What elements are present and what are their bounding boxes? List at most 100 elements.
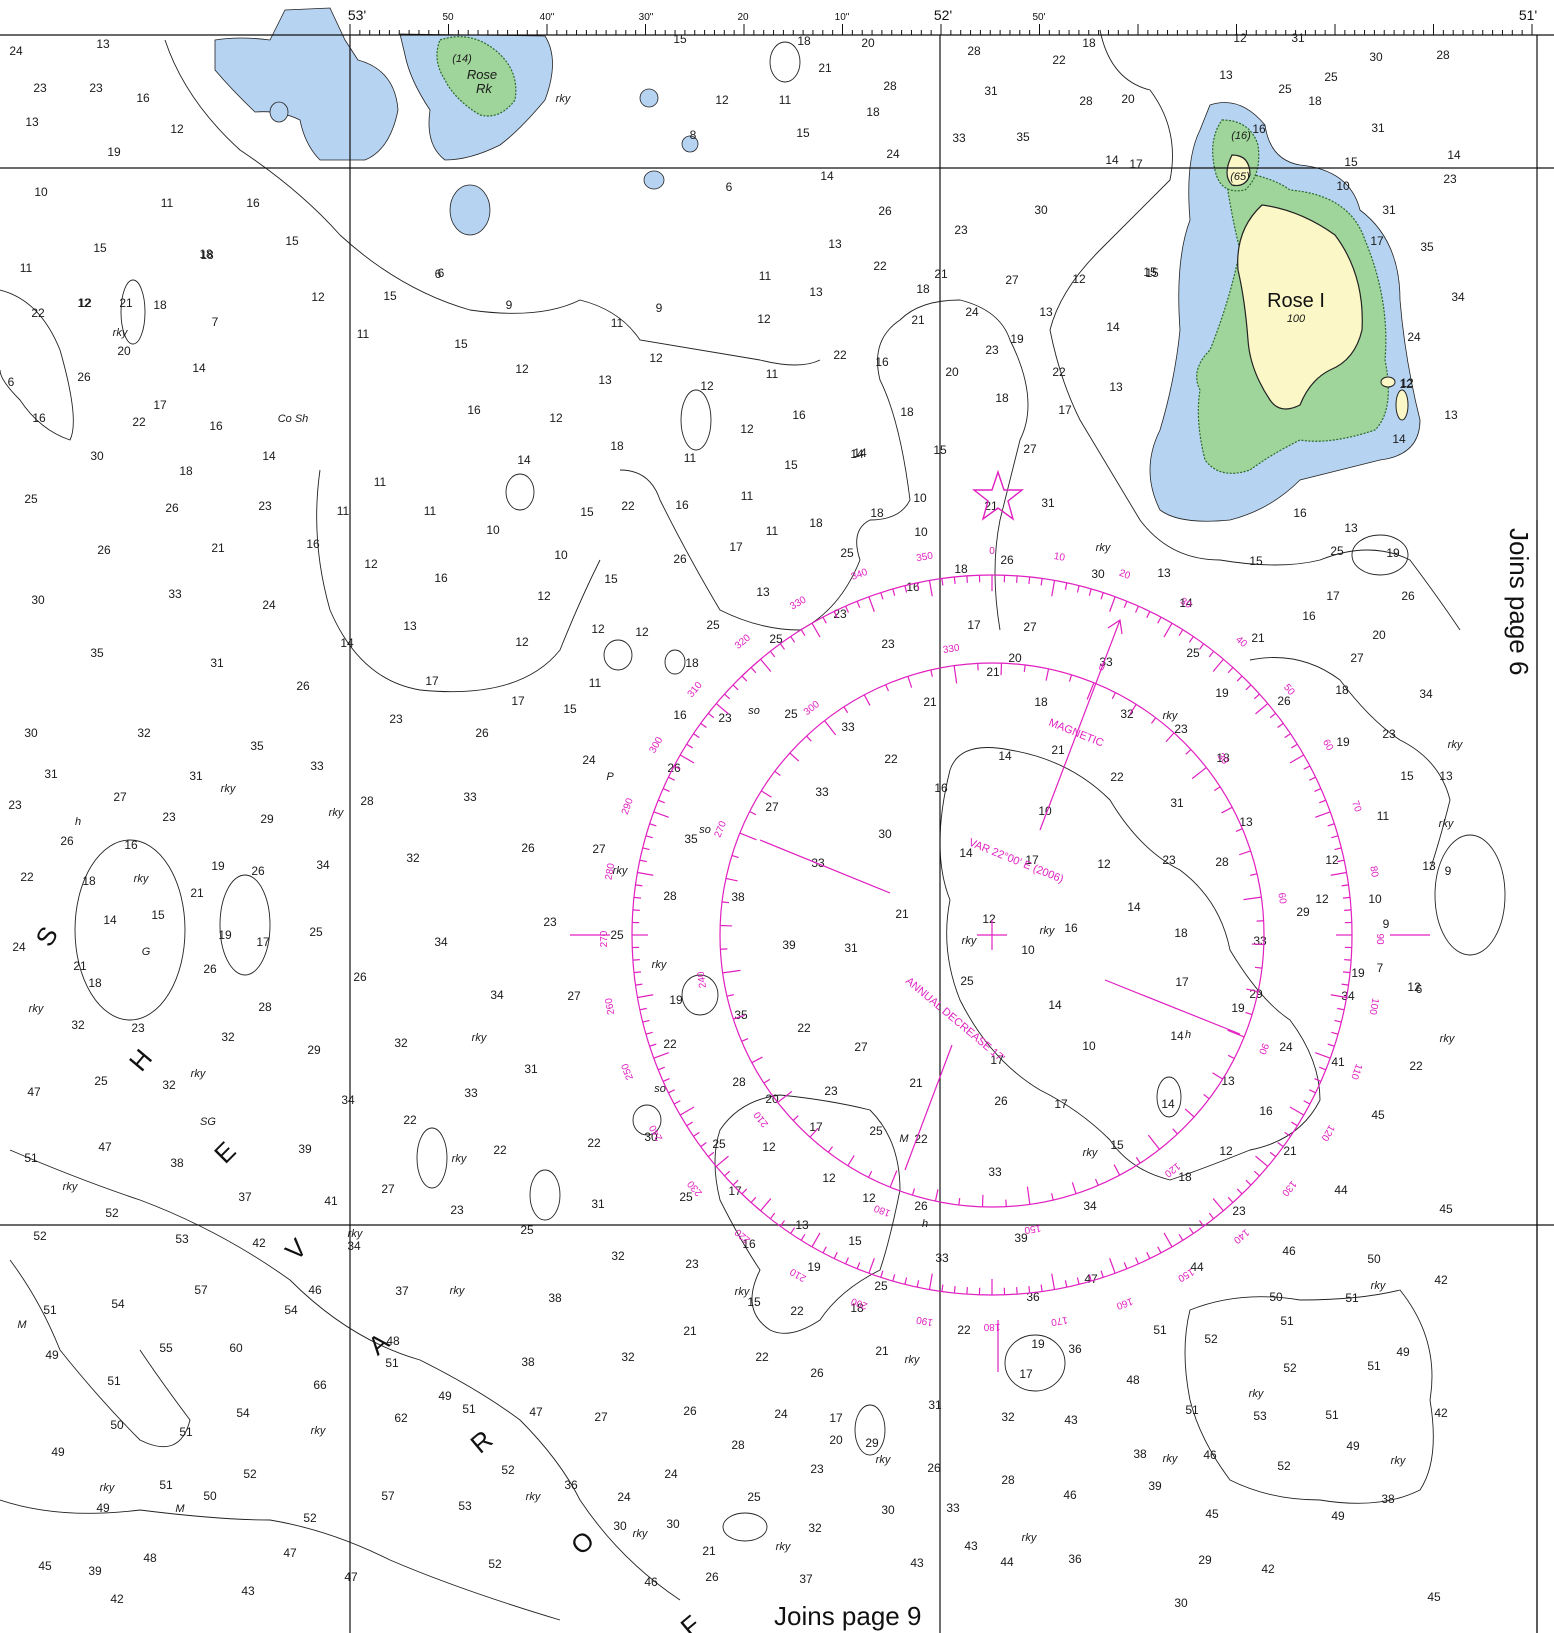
sounding: 45 [1439, 1202, 1453, 1216]
sounding: 35 [90, 646, 104, 660]
sounding: 27 [113, 790, 127, 804]
rose-tick [880, 1270, 884, 1278]
rose-magnetic-tick [792, 1115, 799, 1121]
sounding: 60 [229, 1341, 243, 1355]
sounding: 33 [1253, 934, 1267, 948]
sounding: 12 [740, 422, 754, 436]
sounding: 26 [994, 1094, 1008, 1108]
sounding: 25 [1186, 646, 1200, 660]
sounding: 25 [960, 974, 974, 988]
rose-magnetic-tick [722, 969, 741, 974]
sounding: 15 [580, 505, 594, 519]
sounding: 12 [78, 296, 92, 310]
sounding: 32 [137, 726, 151, 740]
sounding: 18 [200, 248, 214, 262]
sounding: 13 [1344, 521, 1358, 535]
sounding: 31 [844, 941, 858, 955]
rose-tick [637, 994, 654, 999]
sounding: 25 [520, 1223, 534, 1237]
sounding: 38 [1133, 1447, 1147, 1461]
sounding: 6 [435, 267, 442, 281]
sounding: 53 [175, 1232, 189, 1246]
sounding: 31 [1170, 796, 1184, 810]
sounding: 12 [982, 912, 996, 926]
sounding: 19 [1386, 546, 1400, 560]
rose-magnetic-tick [1086, 682, 1095, 700]
sounding: 14 [517, 453, 531, 467]
sounding: 17 [425, 674, 439, 688]
rose-ticks [632, 575, 1352, 1295]
rose-magnetic-label: 90 [1256, 1041, 1271, 1056]
joins-page-9-label[interactable]: Joins page 9 [774, 1601, 921, 1631]
sounding: 21 [119, 296, 133, 310]
sounding: 11 [374, 475, 387, 489]
bottom-feature-label: rky [652, 959, 668, 971]
bottom-feature-label: rky [29, 1003, 45, 1015]
rose-tick [1330, 871, 1347, 876]
rose-tick [633, 971, 641, 974]
sounding: 14 [1105, 153, 1119, 167]
sounding: 42 [1434, 1406, 1448, 1420]
shoal-small-5 [643, 170, 665, 190]
rose-tick [732, 684, 739, 691]
sounding: 12 [77, 296, 91, 310]
joins-page-6-label[interactable]: Joins page 6 [1504, 528, 1534, 675]
rose-tick [1341, 983, 1349, 986]
sounding: 19 [1351, 966, 1365, 980]
rose-tick [779, 1220, 785, 1227]
sounding: 14 [853, 446, 867, 460]
sounding: 11 [759, 269, 772, 283]
sounding: 10 [1021, 943, 1035, 957]
sounding: 19 [1231, 1001, 1245, 1015]
contour-10-north [164, 39, 821, 366]
bottom-feature-label: so [654, 1083, 666, 1095]
rose-magnetic-tick [1185, 749, 1192, 755]
shoal-small-3 [639, 88, 659, 108]
sounding: 30 [1034, 203, 1048, 217]
magnetic-north-arrow-icon [1039, 618, 1123, 831]
sounding: 23 [8, 798, 22, 812]
sounding: 33 [946, 1501, 960, 1515]
rose-tick [657, 799, 665, 804]
sounding: 23 [685, 1257, 699, 1271]
rose-tick [1146, 611, 1151, 618]
sounding: 27 [567, 989, 581, 1003]
bottom-feature-label: h [922, 1218, 928, 1230]
rose-magnetic-tick [1246, 988, 1259, 993]
sounding: 14 [1447, 148, 1461, 162]
contour-ring-16 [219, 874, 271, 976]
sounding: 12 [757, 312, 771, 326]
contour-ring-7 [1351, 534, 1409, 576]
sounding: 12 [364, 557, 378, 571]
sounding: 23 [450, 1203, 464, 1217]
rose-magnetic-tick [843, 706, 849, 714]
rose-magnetic-tick [1212, 1072, 1223, 1080]
rose-tick [707, 712, 715, 719]
bottom-feature-label: h [75, 816, 81, 828]
sounding: 18 [1308, 94, 1322, 108]
sounding: 16 [792, 408, 806, 422]
rose-magnetic-tick [721, 901, 730, 904]
sounding: 46 [1203, 1448, 1217, 1462]
sounding: 48 [1126, 1373, 1140, 1387]
contour-ring-5 [854, 1404, 886, 1456]
sounding: 14 [1392, 432, 1406, 446]
sounding: 15 [151, 908, 165, 922]
bottom-feature-label: rky [1440, 1033, 1456, 1045]
contour-20-ne [1049, 29, 1461, 631]
sounding: 11 [161, 196, 174, 210]
contour-20-mid [619, 299, 1029, 631]
sounding: 13 [96, 37, 110, 51]
rose-tick [845, 605, 849, 613]
rose-magnetic-tick [1111, 692, 1117, 700]
rose-tick [715, 703, 729, 715]
sounding: 15 [285, 234, 299, 248]
rose-magnetic-tick [1051, 1193, 1054, 1201]
sounding: 43 [964, 1539, 978, 1553]
contour-ring-17 [74, 839, 186, 1021]
sounding: 25 [94, 1074, 108, 1088]
sounding: 34 [1451, 290, 1465, 304]
sounding: 25 [706, 618, 720, 632]
rose-magnetic-tick [1184, 1108, 1195, 1118]
